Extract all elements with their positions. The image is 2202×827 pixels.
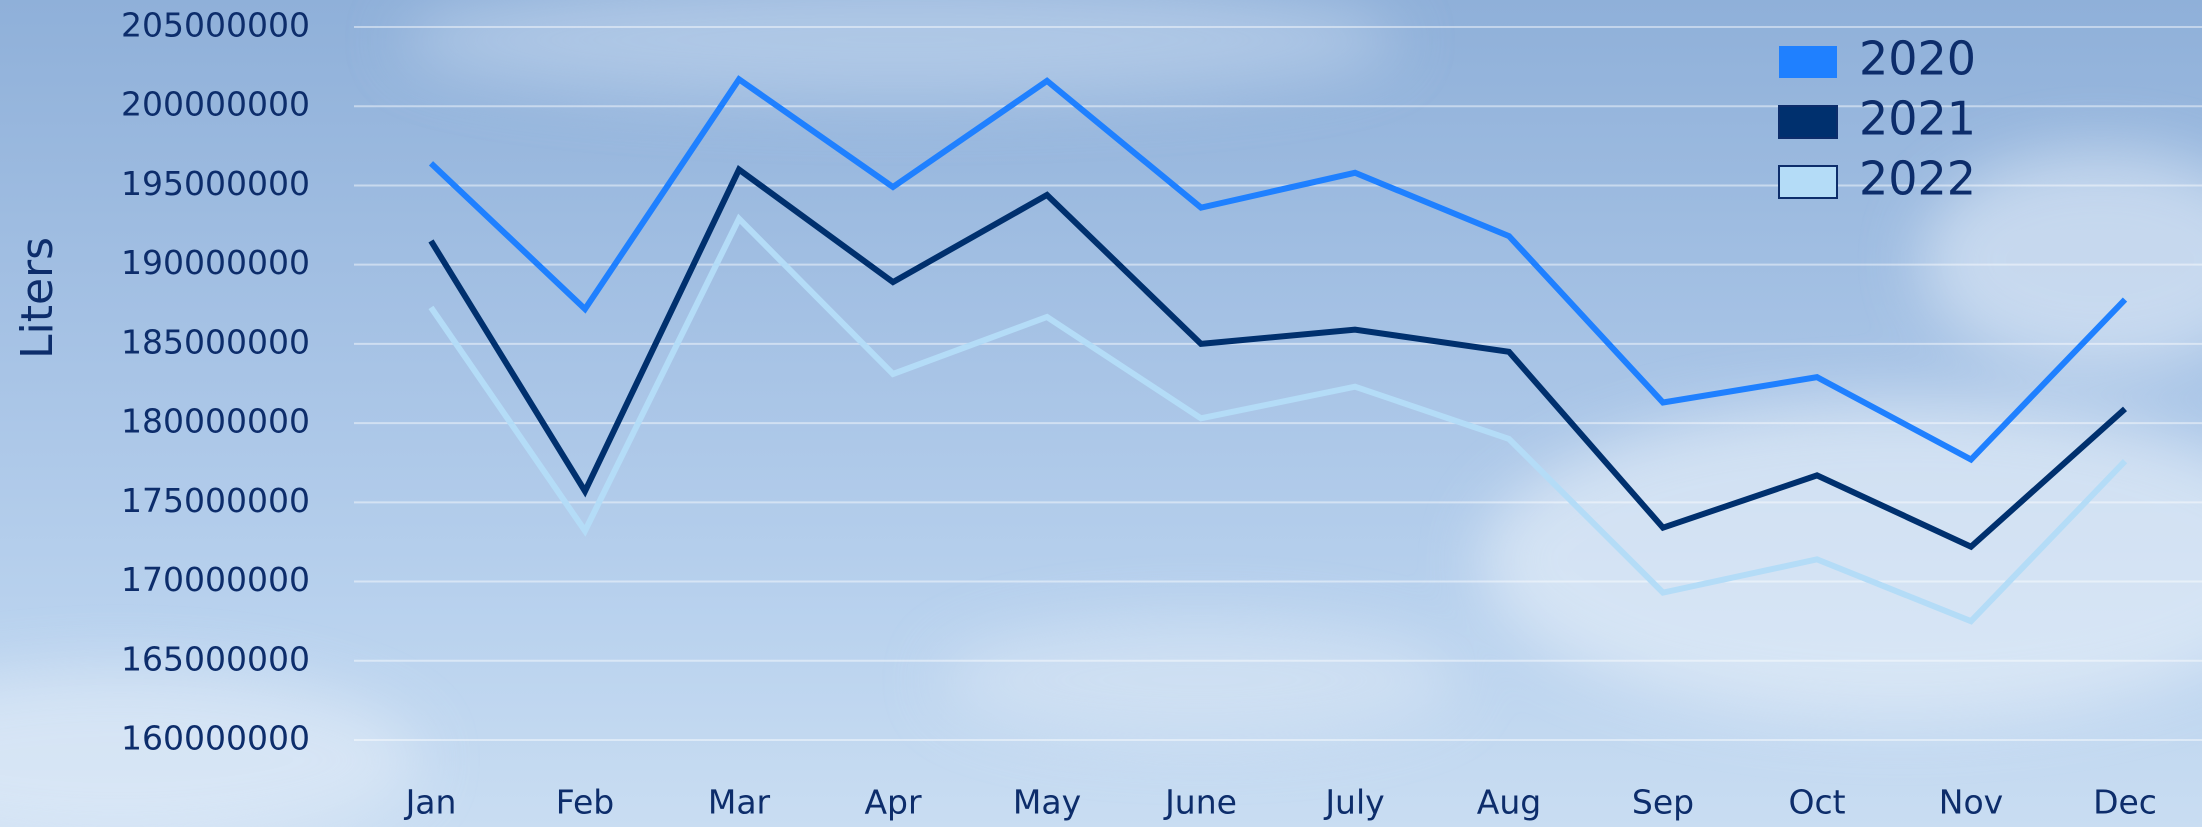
x-tick-label: June <box>1163 783 1237 822</box>
x-tick-label: Nov <box>1939 783 2003 822</box>
y-tick-label: 195000000 <box>121 164 310 203</box>
y-tick-label: 200000000 <box>121 85 310 124</box>
x-tick-label: Feb <box>556 783 614 822</box>
x-tick-label: Apr <box>864 783 922 822</box>
line-series <box>428 75 2128 464</box>
x-tick-label: Sep <box>1632 783 1694 822</box>
y-tick-label: 190000000 <box>121 243 310 282</box>
legend-swatch <box>1778 165 1838 199</box>
x-tick-label: Aug <box>1477 783 1541 822</box>
y-tick-label: 205000000 <box>121 6 310 45</box>
y-tick-label: 185000000 <box>121 322 310 361</box>
line-series <box>428 165 2128 551</box>
legend-label: 2021 <box>1859 92 1976 146</box>
legend-label: 2022 <box>1859 152 1976 206</box>
x-tick-label: July <box>1323 783 1384 822</box>
y-tick-label: 180000000 <box>121 402 310 441</box>
y-tick-label: 160000000 <box>121 719 310 758</box>
x-tick-label: May <box>1013 783 1081 822</box>
y-tick-label: 165000000 <box>121 639 310 678</box>
x-tick-label: Dec <box>2093 783 2157 822</box>
x-tick-label: Oct <box>1788 783 1845 822</box>
legend-swatch <box>1779 46 1837 78</box>
line-series <box>428 213 2128 625</box>
x-tick-label: Mar <box>708 783 771 822</box>
y-tick-label: 175000000 <box>121 481 310 520</box>
y-axis-label: Liters <box>12 237 63 359</box>
legend-swatch <box>1778 105 1838 139</box>
legend-label: 2020 <box>1859 32 1976 86</box>
x-tick-label: Jan <box>404 783 457 822</box>
y-tick-label: 170000000 <box>121 560 310 599</box>
